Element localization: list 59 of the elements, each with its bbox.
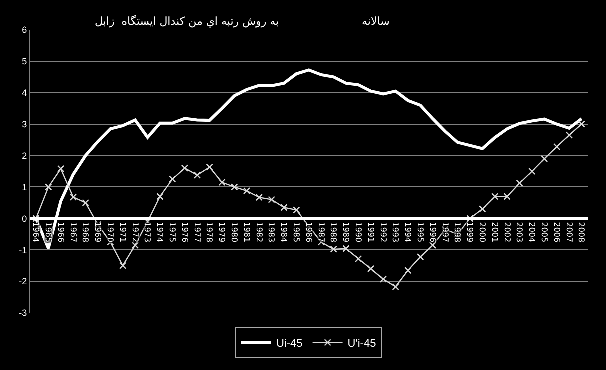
y-tick-label: 2 <box>22 150 28 161</box>
x-tick-label: 1993 <box>391 222 400 243</box>
x-tick-label: 1989 <box>342 222 351 243</box>
x-tick-label: 2007 <box>564 222 574 243</box>
legend-label: U'i-45 <box>348 338 376 350</box>
x-tick-label: 1985 <box>292 222 301 243</box>
x-tick-label: 1979 <box>218 222 227 243</box>
x-tick-label: 2008 <box>577 222 586 243</box>
x-tick-label: 2002 <box>502 222 512 243</box>
y-tick-label: 3 <box>22 119 28 130</box>
x-tick-label: 1972 <box>130 222 140 243</box>
x-tick-label: 1995 <box>416 222 425 243</box>
x-tick-label: 1982 <box>254 222 264 243</box>
x-tick-label: 1969 <box>94 222 103 243</box>
x-tick-label: 1981 <box>242 222 252 243</box>
x-tick-label: 2001 <box>490 222 500 243</box>
x-tick-label: 1991 <box>366 222 376 243</box>
x-tick-label: 1971 <box>118 222 128 243</box>
x-tick-label: 1965 <box>44 222 53 243</box>
chart-title: به روش رتبه اي من كندال ايستگاه زابل <box>95 15 280 28</box>
x-tick-label: 1976 <box>180 222 190 243</box>
x-tick-label: 2003 <box>515 222 524 243</box>
x-tick-label: 1977 <box>192 222 202 243</box>
x-tick-label: 1983 <box>267 222 276 243</box>
x-tick-label: 1990 <box>354 222 363 243</box>
x-tick-label: 1974 <box>156 222 165 243</box>
x-tick-label: 1967 <box>68 222 78 243</box>
x-tick-label: 2005 <box>540 222 549 243</box>
x-tick-label: 1984 <box>280 222 289 243</box>
x-tick-label: 1975 <box>168 222 177 243</box>
y-tick-label: 1 <box>22 182 28 192</box>
chart-subtitle: سالانه <box>362 15 390 28</box>
legend-label: Ui-45 <box>276 338 303 350</box>
y-tick-label: -2 <box>19 276 28 287</box>
x-tick-label: 1996 <box>428 222 438 243</box>
x-tick-label: 2006 <box>552 222 562 243</box>
y-tick-label: 0 <box>22 214 28 224</box>
x-tick-label: 2004 <box>528 222 537 243</box>
y-tick-label: 6 <box>22 25 28 36</box>
x-tick-label: 1998 <box>453 222 462 243</box>
y-tick-label: -1 <box>19 245 28 256</box>
x-tick-label: 1994 <box>404 222 413 243</box>
x-tick-label: 1964 <box>32 222 41 243</box>
x-tick-label: 2000 <box>478 222 487 243</box>
x-tick-label: 1988 <box>329 222 338 243</box>
x-tick-label: 1980 <box>230 222 239 243</box>
x-tick-label: 1968 <box>81 222 90 243</box>
x-tick-label: 1970 <box>106 222 115 243</box>
x-tick-label: 1986 <box>304 222 314 243</box>
x-tick-label: 1978 <box>205 222 214 243</box>
y-tick-label: 5 <box>22 56 28 67</box>
x-tick-label: 1966 <box>56 222 66 243</box>
x-tick-label: 1992 <box>378 222 388 243</box>
x-tick-label: 1999 <box>466 222 475 243</box>
y-tick-label: -3 <box>19 308 28 318</box>
x-tick-label: 1987 <box>316 222 326 243</box>
y-tick-label: 4 <box>22 88 28 98</box>
x-tick-label: 1997 <box>440 222 450 243</box>
x-tick-label: 1973 <box>143 222 152 243</box>
